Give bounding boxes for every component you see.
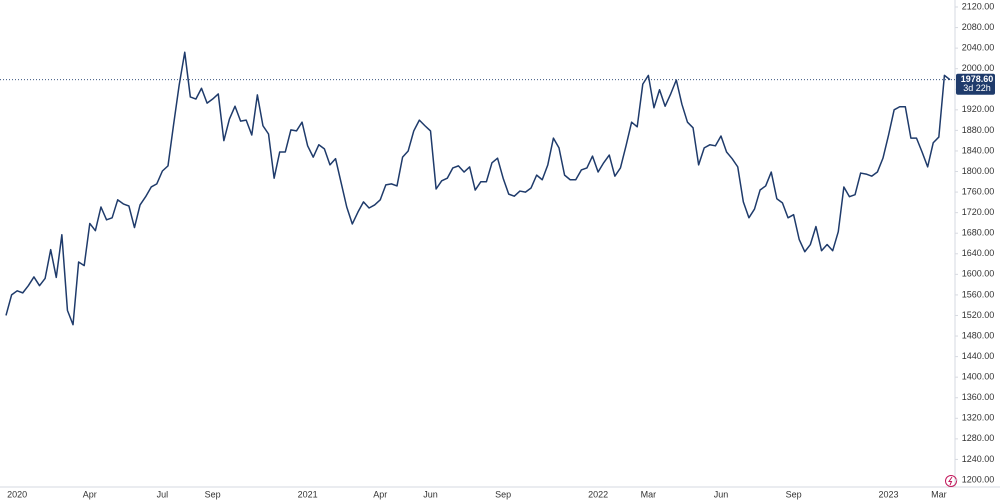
last-price-label: 1978.60 <box>961 74 994 84</box>
y-tick-label: 1600.00 <box>962 269 995 279</box>
last-price-box <box>956 73 995 95</box>
y-tick-label: 2000.00 <box>962 63 995 73</box>
x-tick-label: Sep <box>205 489 221 499</box>
y-tick-label: 1360.00 <box>962 392 995 402</box>
y-tick-label: 2120.00 <box>962 1 995 11</box>
y-tick-label: 1720.00 <box>962 207 995 217</box>
x-tick-label: Apr <box>83 489 97 499</box>
x-tick-label: 2023 <box>879 489 899 499</box>
y-tick-label: 1400.00 <box>962 372 995 382</box>
line <box>5 51 951 326</box>
x-tick-label: Jun <box>423 489 438 499</box>
y-tick-label: 1520.00 <box>962 310 995 320</box>
x-tick-label: Apr <box>373 489 387 499</box>
y-tick-label: 1240.00 <box>962 454 995 464</box>
x-tick-label: Sep <box>495 489 511 499</box>
x-tick-label: Mar <box>641 489 657 499</box>
y-tick-label: 1640.00 <box>962 248 995 258</box>
x-tick-label: 2022 <box>588 489 608 499</box>
y-tick-label: 1840.00 <box>962 145 995 155</box>
flash-icon[interactable] <box>945 475 957 487</box>
y-tick-label: 1880.00 <box>962 125 995 135</box>
x-tick-label: Mar <box>931 489 947 499</box>
x-tick-label: Jun <box>714 489 729 499</box>
y-tick-label: 1480.00 <box>962 330 995 340</box>
x-tick-label: Jul <box>157 489 169 499</box>
y-tick-label: 1680.00 <box>962 228 995 238</box>
x-tick-label: 2020 <box>7 489 27 499</box>
y-tick-label: 1320.00 <box>962 413 995 423</box>
x-tick-label: 2021 <box>298 489 318 499</box>
y-tick-label: 2080.00 <box>962 22 995 32</box>
y-tick-label: 1440.00 <box>962 351 995 361</box>
y-tick-label: 1560.00 <box>962 289 995 299</box>
y-tick-label: 1760.00 <box>962 186 995 196</box>
countdown: 3d 22h <box>963 83 991 93</box>
y-tick-label: 1800.00 <box>962 166 995 176</box>
y-tick-label: 1200.00 <box>962 474 995 484</box>
y-tick-label: 1280.00 <box>962 433 995 443</box>
x-tick-label: Sep <box>786 489 802 499</box>
y-tick-label: 2040.00 <box>962 43 995 53</box>
y-tick-label: 1920.00 <box>962 104 995 114</box>
